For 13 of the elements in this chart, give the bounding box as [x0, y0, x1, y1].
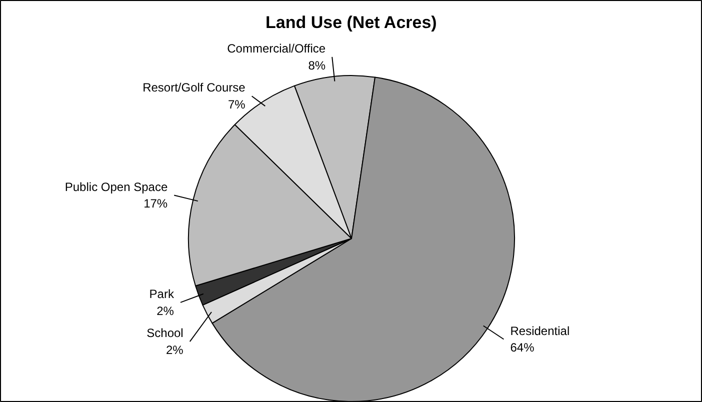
data-label: 2% — [156, 304, 174, 318]
slice-label: Residential — [510, 324, 570, 338]
data-label: 17% — [144, 196, 168, 211]
data-label: 64% — [510, 340, 535, 355]
slice-label: School — [146, 326, 184, 340]
data-label: 2% — [166, 342, 184, 357]
data-label: 7% — [228, 97, 246, 112]
data-label: 8% — [308, 58, 326, 72]
slice-label: Resort/Golf Course — [142, 80, 246, 95]
slice-label: Public Open Space — [64, 180, 168, 194]
slice-label: Park — [149, 287, 175, 302]
chart-title: Land Use (Net Acres) — [266, 13, 437, 32]
slice-label: Commercial/Office — [227, 42, 326, 56]
